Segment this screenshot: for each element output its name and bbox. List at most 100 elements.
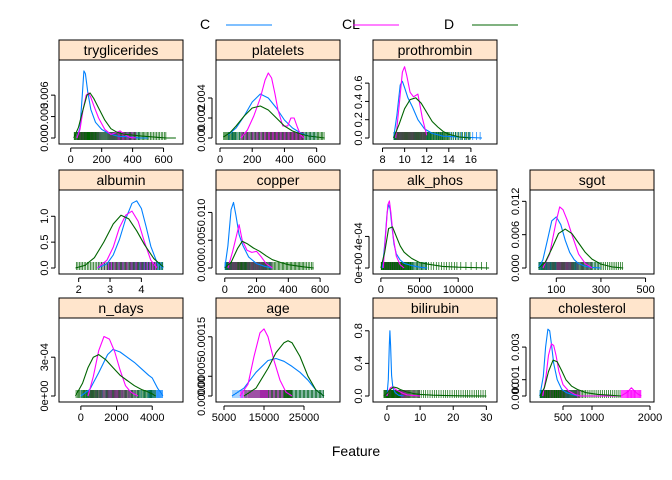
panel-frame-prothrombin	[372, 59, 498, 145]
density-line-n-days-d	[75, 354, 157, 397]
x-tick-label: 25000	[289, 412, 320, 424]
x-tick-label: 2000	[104, 412, 128, 424]
density-line-cholesterol-c	[539, 328, 578, 397]
rug-albumin	[75, 262, 164, 270]
x-tick-label: 400	[279, 284, 297, 296]
y-tick-label: 0.8	[353, 323, 365, 338]
density-line-age-c	[231, 357, 325, 397]
panel-frame-alk-phos	[372, 189, 498, 275]
x-tick-label: 0	[384, 412, 390, 424]
x-tick-label: 400	[123, 154, 141, 166]
rug-age	[232, 390, 324, 398]
density-line-prothrombin-cl	[395, 66, 428, 139]
y-tick-label: 0.0	[353, 130, 365, 145]
density-line-age-d	[243, 340, 325, 397]
rug-cholesterol	[539, 390, 642, 398]
panel-title-tryglicerides: tryglicerides	[84, 42, 159, 58]
panel-alk-phos: alk_phos 0 5000 10000 0e+00 4e-04	[353, 169, 498, 296]
panel-n-days: n_days 0 2000 4000 0e+00 3e-04	[39, 297, 184, 424]
panel-frame-sgot	[529, 189, 655, 275]
rug-sgot	[538, 262, 623, 270]
y-tick-label: 0.00000	[196, 376, 208, 416]
legend-label-c: C	[200, 16, 210, 32]
y-axis-n-days: 0e+00 3e-04	[39, 343, 56, 412]
x-axis-alk-phos: 0 5000 10000	[378, 277, 474, 296]
y-axis-alk-phos: 0e+00 4e-04	[353, 222, 370, 283]
panel-title-bilirubin: bilirubin	[411, 300, 459, 316]
x-tick-label: 3	[107, 284, 113, 296]
y-tick-label: 0.000	[196, 254, 208, 282]
y-tick-label: 0.006	[39, 81, 51, 109]
density-line-bilirubin-c	[386, 330, 404, 397]
y-tick-label: 0.4	[353, 94, 365, 109]
panel-frame-platelets	[215, 59, 341, 145]
x-axis-cholesterol: 500 1000 2000	[554, 405, 662, 424]
x-tick-label: 30	[480, 412, 492, 424]
y-tick-label: 3e-04	[39, 343, 51, 371]
density-line-bilirubin-cl	[386, 386, 421, 397]
y-tick-label: 0.010	[196, 199, 208, 227]
y-tick-label: 0.003	[510, 333, 522, 361]
x-tick-label: 200	[243, 154, 261, 166]
density-line-cholesterol-cl	[542, 343, 642, 397]
panel-title-age: age	[266, 300, 290, 316]
panel-title-albumin: albumin	[96, 172, 145, 188]
y-tick-label: 0.6	[353, 75, 365, 90]
x-tick-label: 1000	[580, 412, 604, 424]
y-tick-label: 0.5	[39, 234, 51, 249]
rug-prothrombin	[393, 132, 481, 140]
legend: C CL D	[200, 16, 518, 32]
density-line-copper-cl	[227, 224, 273, 269]
x-axis-prothrombin: 8 10 12 14 16	[379, 147, 477, 166]
density-line-age-cl	[239, 328, 293, 397]
density-line-albumin-d	[75, 214, 164, 269]
x-tick-label: 500	[554, 412, 572, 424]
x-tick-label: 12	[421, 154, 433, 166]
density-line-sgot-cl	[542, 206, 593, 269]
y-tick-label: 0.000	[39, 124, 51, 152]
y-tick-label: 0.000	[196, 124, 208, 152]
y-axis-bilirubin: 0.0 0.4 0.8	[353, 323, 370, 404]
panel-title-sgot: sgot	[579, 172, 606, 188]
density-line-bilirubin-d	[383, 386, 487, 397]
density-line-copper-c	[224, 201, 273, 269]
panel-title-n-days: n_days	[98, 300, 143, 316]
x-tick-label: 600	[311, 284, 329, 296]
panel-albumin: albumin 2 3 4 0.0 0.5 1.0	[39, 169, 184, 296]
x-tick-label: 20	[447, 412, 459, 424]
y-tick-label: 0.001	[510, 366, 522, 394]
density-line-sgot-d	[538, 228, 624, 269]
x-axis-label: Feature	[332, 443, 380, 459]
y-tick-label: 0.000	[510, 254, 522, 282]
x-tick-label: 4000	[140, 412, 164, 424]
panel-frame-age	[215, 317, 341, 403]
y-tick-label: 0.0	[353, 388, 365, 403]
y-tick-label: 0.003	[39, 103, 51, 131]
x-tick-label: 10000	[443, 284, 474, 296]
legend-label-d: D	[444, 16, 454, 32]
panel-frame-copper	[215, 189, 341, 275]
y-tick-label: 4e-04	[353, 222, 365, 250]
x-tick-label: 14	[443, 154, 455, 166]
density-line-copper-d	[224, 240, 314, 269]
density-line-n-days-cl	[87, 335, 139, 397]
x-tick-label: 200	[92, 154, 110, 166]
rug-tryglicerides	[73, 132, 167, 140]
density-line-platelets-d	[222, 105, 325, 139]
rug-alk-phos	[380, 262, 487, 270]
density-line-alk-phos-c	[381, 204, 428, 269]
panel-bilirubin: bilirubin 0 10 20 30 0.0 0.4 0.8	[353, 297, 498, 424]
y-tick-label: 0.012	[510, 188, 522, 216]
x-axis-age: 5000 15000 25000	[212, 405, 320, 424]
density-line-albumin-c	[97, 200, 164, 269]
y-tick-label: 0e+00	[39, 381, 51, 412]
y-tick-label: 0.4	[353, 356, 365, 371]
density-line-tryglicerides-d	[73, 92, 176, 139]
panel-title-prothrombin: prothrombin	[398, 42, 473, 58]
